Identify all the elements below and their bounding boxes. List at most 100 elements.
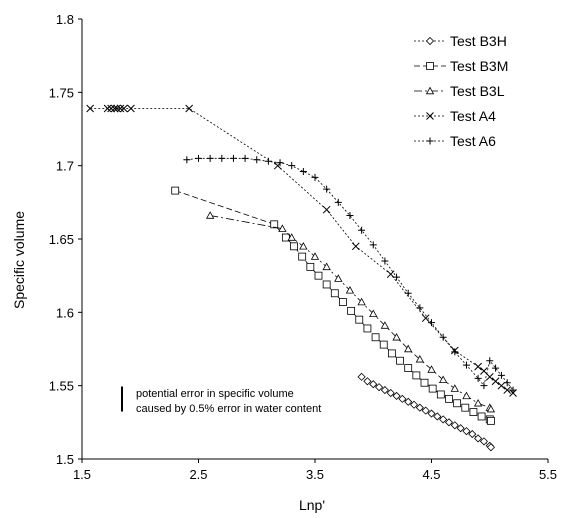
data-point — [437, 391, 444, 398]
data-point — [218, 155, 225, 162]
data-point — [492, 378, 499, 385]
data-point — [364, 325, 371, 332]
data-point — [510, 387, 517, 394]
data-point — [504, 379, 511, 386]
data-point — [108, 105, 115, 112]
legend: Test B3H Test B3M Test B3L Test A4 Test A6 — [414, 33, 508, 149]
data-point — [323, 281, 330, 288]
y-tick-label: 1.5 — [56, 452, 74, 467]
legend-marker — [427, 63, 434, 70]
data-point — [348, 307, 355, 314]
data-point — [299, 253, 306, 260]
y-tick-label: 1.75 — [49, 85, 74, 100]
annotation-line-2: caused by 0.5% error in water content — [136, 403, 321, 415]
data-point — [416, 304, 423, 311]
data-point — [380, 341, 387, 348]
legend-item: Test B3M — [414, 58, 508, 74]
data-point — [265, 158, 272, 165]
data-point — [242, 155, 249, 162]
data-point — [475, 363, 482, 370]
data-point — [356, 316, 363, 323]
data-point — [291, 243, 298, 250]
x-tick-label: 2.5 — [189, 467, 207, 482]
data-point — [352, 243, 359, 250]
data-point — [230, 155, 237, 162]
data-point — [428, 319, 435, 326]
data-point — [183, 156, 190, 163]
data-point — [463, 392, 470, 398]
data-point — [300, 243, 307, 249]
data-point — [312, 174, 319, 181]
legend-item: Test B3L — [414, 83, 505, 99]
data-point — [492, 365, 499, 372]
data-point — [127, 105, 134, 112]
series-line — [175, 191, 491, 421]
data-point — [271, 221, 278, 228]
legend-label: Test B3H — [450, 33, 507, 49]
data-point — [288, 162, 295, 169]
data-point — [381, 258, 388, 265]
data-point — [207, 212, 214, 218]
data-point — [207, 155, 214, 162]
series-line — [90, 109, 513, 394]
y-tick-label: 1.65 — [49, 232, 74, 247]
y-axis-title: Specific volume — [11, 211, 27, 309]
x-tick-label: 1.5 — [73, 467, 91, 482]
legend-marker — [427, 138, 434, 145]
data-point — [307, 263, 314, 270]
y-tick-label: 1.55 — [49, 379, 74, 394]
legend-item: Test A4 — [414, 108, 496, 124]
legend-label: Test A4 — [450, 108, 496, 124]
legend-label: Test B3L — [450, 83, 505, 99]
error-annotation: potential error in specific volume cause… — [122, 387, 321, 416]
data-point — [421, 379, 428, 386]
legend-marker — [427, 38, 434, 45]
data-point — [475, 375, 482, 382]
data-point — [104, 105, 111, 112]
y-tick-label: 1.8 — [56, 12, 74, 27]
x-axis-title: Lnp' — [299, 497, 325, 513]
data-point — [454, 400, 461, 407]
data-point — [470, 409, 477, 416]
data-point — [486, 373, 493, 380]
data-point — [331, 290, 338, 297]
data-point — [478, 413, 485, 420]
x-tick-label: 5.5 — [539, 467, 557, 482]
data-point — [195, 155, 202, 162]
data-point — [87, 105, 94, 112]
legend-label: Test B3M — [450, 58, 508, 74]
data-point — [413, 372, 420, 379]
data-point — [300, 168, 307, 175]
data-point — [462, 404, 469, 411]
annotation-line-1: potential error in specific volume — [136, 388, 294, 400]
data-point — [393, 274, 400, 281]
y-tick-label: 1.7 — [56, 159, 74, 174]
data-point — [339, 299, 346, 306]
data-point — [358, 373, 365, 380]
series-line — [187, 158, 513, 390]
data-point — [372, 334, 379, 341]
data-point — [451, 348, 458, 355]
data-point — [429, 385, 436, 392]
legend-item: Test B3H — [414, 33, 507, 49]
data-point — [323, 206, 330, 213]
data-point — [487, 417, 494, 424]
x-tick-label: 4.5 — [422, 467, 440, 482]
data-point — [172, 187, 179, 194]
data-point — [405, 365, 412, 372]
data-point — [451, 385, 458, 391]
data-point — [445, 395, 452, 402]
data-point — [315, 272, 322, 279]
x-tick-label: 3.5 — [306, 467, 324, 482]
data-point — [397, 357, 404, 364]
data-point — [253, 156, 260, 163]
series-5 — [183, 155, 516, 394]
y-tick-label: 1.6 — [56, 305, 74, 320]
legend-label: Test A6 — [450, 133, 496, 149]
data-point — [370, 241, 377, 248]
data-point — [405, 290, 412, 297]
data-point — [475, 400, 482, 406]
legend-item: Test A6 — [414, 133, 496, 149]
data-point — [388, 350, 395, 357]
